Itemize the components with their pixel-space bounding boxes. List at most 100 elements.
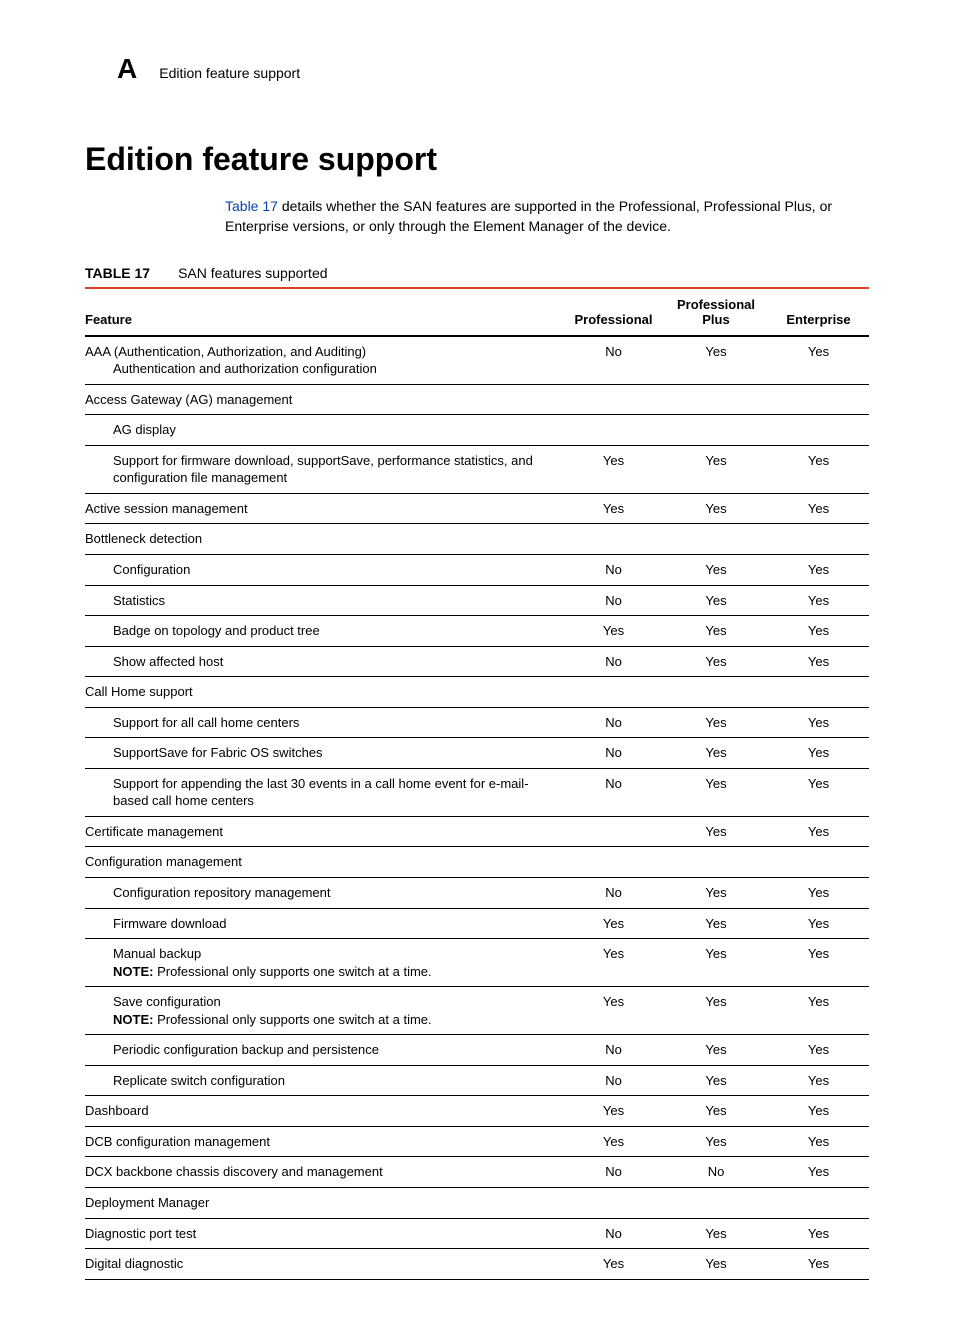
value-cell xyxy=(664,1188,774,1219)
table-row: Support for all call home centersNoYesYe… xyxy=(85,707,869,738)
col-professional: Professional xyxy=(569,288,664,336)
feature-cell: Manual backupNOTE: Professional only sup… xyxy=(85,939,569,987)
value-cell: Yes xyxy=(774,336,869,385)
feature-text: Statistics xyxy=(113,593,165,608)
table-row: Deployment Manager xyxy=(85,1188,869,1219)
feature-cell: Configuration xyxy=(85,554,569,585)
feature-text: Configuration repository management xyxy=(113,885,331,900)
running-title: Edition feature support xyxy=(159,65,300,81)
value-cell xyxy=(774,384,869,415)
value-cell: Yes xyxy=(774,1218,869,1249)
value-cell: No xyxy=(569,1035,664,1066)
table-caption-text: SAN features supported xyxy=(178,265,327,281)
value-cell: Yes xyxy=(664,445,774,493)
value-cell: Yes xyxy=(774,877,869,908)
value-cell xyxy=(664,524,774,555)
table-row: AG display xyxy=(85,415,869,446)
feature-cell: Call Home support xyxy=(85,677,569,708)
value-cell: Yes xyxy=(569,493,664,524)
feature-cell: DCX backbone chassis discovery and manag… xyxy=(85,1157,569,1188)
value-cell xyxy=(569,847,664,878)
table-reference-link[interactable]: Table 17 xyxy=(225,198,278,214)
feature-cell: Save configurationNOTE: Professional onl… xyxy=(85,987,569,1035)
value-cell: Yes xyxy=(569,616,664,647)
feature-note: NOTE: Professional only supports one swi… xyxy=(113,963,563,981)
table-row: Manual backupNOTE: Professional only sup… xyxy=(85,939,869,987)
table-row: Replicate switch configurationNoYesYes xyxy=(85,1065,869,1096)
feature-subtext: Authentication and authorization configu… xyxy=(85,360,563,378)
value-cell xyxy=(569,677,664,708)
value-cell: Yes xyxy=(664,1035,774,1066)
feature-cell: Bottleneck detection xyxy=(85,524,569,555)
value-cell xyxy=(569,415,664,446)
value-cell xyxy=(569,816,664,847)
value-cell: No xyxy=(569,585,664,616)
value-cell: Yes xyxy=(664,585,774,616)
running-header: A Edition feature support xyxy=(117,55,869,83)
feature-text: DCX backbone chassis discovery and manag… xyxy=(85,1164,383,1179)
table-row: Call Home support xyxy=(85,677,869,708)
value-cell: Yes xyxy=(664,877,774,908)
table-caption-label: TABLE 17 xyxy=(85,265,150,281)
value-cell: Yes xyxy=(774,1065,869,1096)
feature-text: Configuration xyxy=(113,562,190,577)
feature-text: Active session management xyxy=(85,501,248,516)
feature-text: Firmware download xyxy=(113,916,226,931)
feature-cell: Certificate management xyxy=(85,816,569,847)
feature-text: Dashboard xyxy=(85,1103,149,1118)
value-cell: Yes xyxy=(774,816,869,847)
table-row: AAA (Authentication, Authorization, and … xyxy=(85,336,869,385)
feature-text: Show affected host xyxy=(113,654,223,669)
feature-cell: Show affected host xyxy=(85,646,569,677)
feature-text: Digital diagnostic xyxy=(85,1256,183,1271)
feature-cell: AG display xyxy=(85,415,569,446)
table-row: Firmware downloadYesYesYes xyxy=(85,908,869,939)
table-caption: TABLE 17 SAN features supported xyxy=(85,265,869,281)
value-cell: Yes xyxy=(664,336,774,385)
value-cell xyxy=(664,847,774,878)
value-cell: Yes xyxy=(664,738,774,769)
feature-table: Feature Professional Professional Plus E… xyxy=(85,287,869,1280)
feature-text: Configuration management xyxy=(85,854,242,869)
value-cell: Yes xyxy=(664,646,774,677)
value-cell: Yes xyxy=(569,939,664,987)
value-cell: Yes xyxy=(569,987,664,1035)
table-row: SupportSave for Fabric OS switchesNoYesY… xyxy=(85,738,869,769)
table-row: Support for appending the last 30 events… xyxy=(85,768,869,816)
table-row: ConfigurationNoYesYes xyxy=(85,554,869,585)
value-cell: Yes xyxy=(664,908,774,939)
table-body: AAA (Authentication, Authorization, and … xyxy=(85,336,869,1280)
feature-text: Call Home support xyxy=(85,684,193,699)
feature-cell: Dashboard xyxy=(85,1096,569,1127)
value-cell: Yes xyxy=(569,1096,664,1127)
value-cell: Yes xyxy=(774,646,869,677)
value-cell: Yes xyxy=(774,616,869,647)
feature-text: SupportSave for Fabric OS switches xyxy=(113,745,323,760)
page: A Edition feature support Edition featur… xyxy=(0,0,954,1340)
page-title: Edition feature support xyxy=(85,141,869,178)
value-cell: Yes xyxy=(774,768,869,816)
appendix-letter: A xyxy=(117,55,137,83)
feature-text: Periodic configuration backup and persis… xyxy=(113,1042,379,1057)
feature-cell: Digital diagnostic xyxy=(85,1249,569,1280)
value-cell: No xyxy=(569,1157,664,1188)
table-row: DCX backbone chassis discovery and manag… xyxy=(85,1157,869,1188)
value-cell: Yes xyxy=(774,738,869,769)
table-row: Active session managementYesYesYes xyxy=(85,493,869,524)
value-cell: Yes xyxy=(569,1249,664,1280)
feature-text: Support for firmware download, supportSa… xyxy=(113,453,533,486)
feature-note: NOTE: Professional only supports one swi… xyxy=(113,1011,563,1029)
value-cell: Yes xyxy=(774,445,869,493)
feature-cell: Periodic configuration backup and persis… xyxy=(85,1035,569,1066)
feature-cell: Firmware download xyxy=(85,908,569,939)
table-row: Save configurationNOTE: Professional onl… xyxy=(85,987,869,1035)
value-cell: Yes xyxy=(774,908,869,939)
note-label: NOTE: xyxy=(113,1012,157,1027)
feature-text: AAA (Authentication, Authorization, and … xyxy=(85,344,366,359)
value-cell: Yes xyxy=(664,768,774,816)
feature-text: Diagnostic port test xyxy=(85,1226,196,1241)
table-row: DashboardYesYesYes xyxy=(85,1096,869,1127)
feature-text: Deployment Manager xyxy=(85,1195,209,1210)
value-cell: No xyxy=(569,707,664,738)
value-cell: Yes xyxy=(664,1249,774,1280)
